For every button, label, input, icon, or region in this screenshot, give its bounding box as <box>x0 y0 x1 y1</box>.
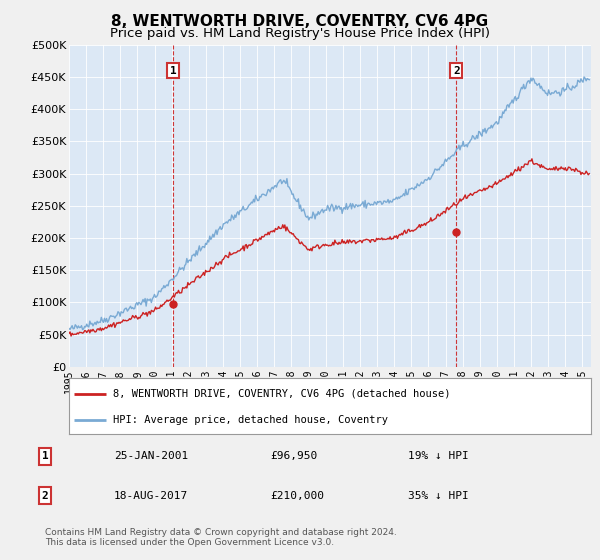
Text: 1: 1 <box>170 66 176 76</box>
Text: Price paid vs. HM Land Registry's House Price Index (HPI): Price paid vs. HM Land Registry's House … <box>110 27 490 40</box>
Text: 25-JAN-2001: 25-JAN-2001 <box>114 451 188 461</box>
Text: 2: 2 <box>41 491 49 501</box>
Text: 1: 1 <box>41 451 49 461</box>
Text: Contains HM Land Registry data © Crown copyright and database right 2024.
This d: Contains HM Land Registry data © Crown c… <box>45 528 397 547</box>
Text: £96,950: £96,950 <box>270 451 317 461</box>
Text: HPI: Average price, detached house, Coventry: HPI: Average price, detached house, Cove… <box>113 415 388 425</box>
Text: 8, WENTWORTH DRIVE, COVENTRY, CV6 4PG (detached house): 8, WENTWORTH DRIVE, COVENTRY, CV6 4PG (d… <box>113 389 451 399</box>
Text: 35% ↓ HPI: 35% ↓ HPI <box>408 491 469 501</box>
Text: 2: 2 <box>453 66 460 76</box>
Text: 19% ↓ HPI: 19% ↓ HPI <box>408 451 469 461</box>
Text: 18-AUG-2017: 18-AUG-2017 <box>114 491 188 501</box>
Text: £210,000: £210,000 <box>270 491 324 501</box>
Text: 8, WENTWORTH DRIVE, COVENTRY, CV6 4PG: 8, WENTWORTH DRIVE, COVENTRY, CV6 4PG <box>112 14 488 29</box>
